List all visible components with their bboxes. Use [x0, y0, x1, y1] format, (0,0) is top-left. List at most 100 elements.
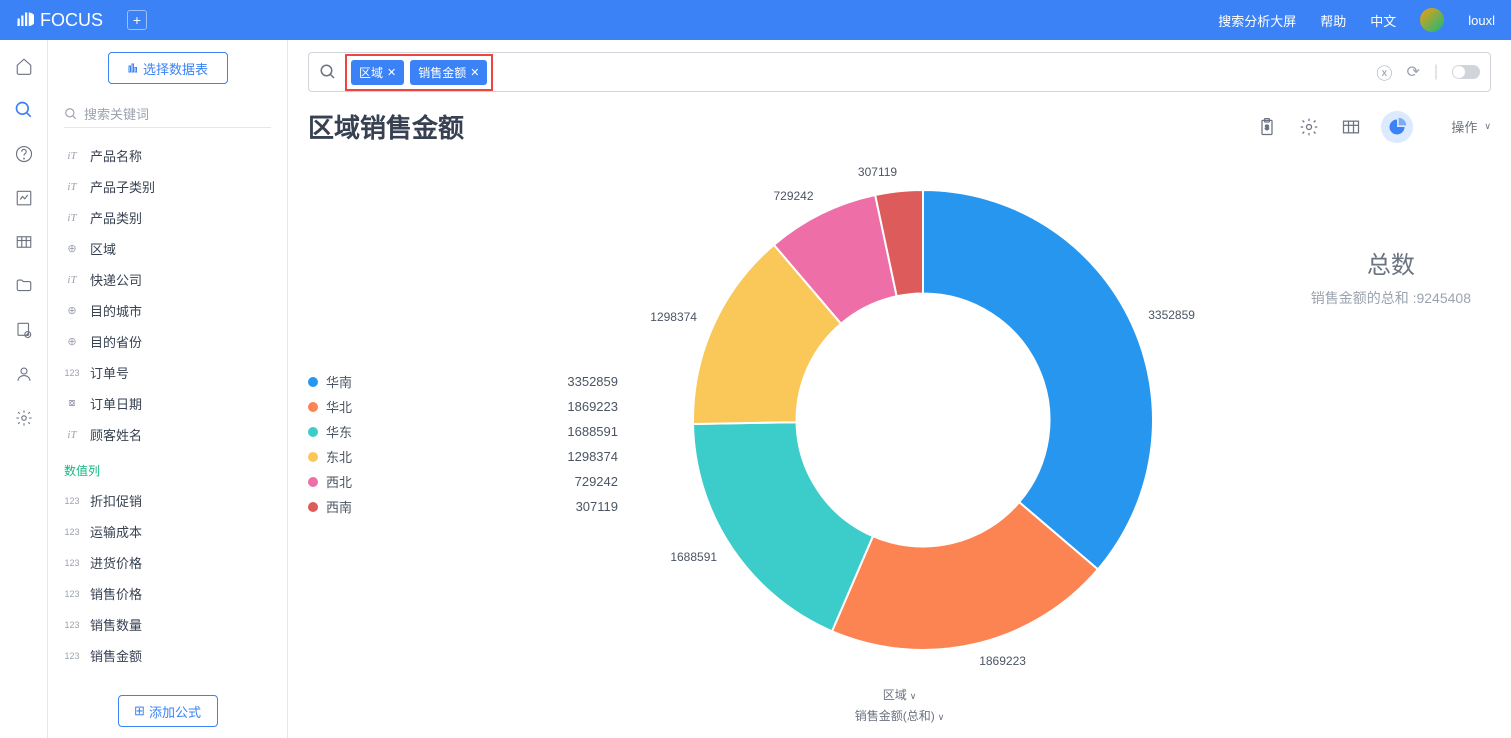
- db-settings-icon[interactable]: [14, 320, 34, 340]
- field-type-icon: ⊕: [64, 335, 80, 348]
- legend-dot: [308, 377, 318, 387]
- field-type-icon: ⧇: [64, 397, 80, 410]
- help-nav-icon[interactable]: [14, 144, 34, 164]
- legend-label: 华东: [326, 422, 567, 441]
- donut-chart: 3352859186922316885911298374729242307119: [648, 145, 1198, 695]
- legend: 华南3352859华北1869223华东1688591东北1298374西北72…: [308, 369, 618, 519]
- avatar[interactable]: [1420, 8, 1444, 32]
- home-icon[interactable]: [14, 56, 34, 76]
- legend-value: 1688591: [567, 424, 618, 439]
- page-title: 区域销售金额: [308, 108, 464, 145]
- legend-row[interactable]: 华北1869223: [308, 394, 618, 419]
- field-type-icon: iT: [64, 212, 80, 224]
- summary-title: 总数: [1311, 245, 1471, 280]
- top-right-nav: 搜索分析大屏 帮助 中文 louxl: [1218, 8, 1495, 32]
- legend-dot: [308, 452, 318, 462]
- field-label: 产品名称: [90, 146, 142, 165]
- field-item[interactable]: 123 进货价格: [64, 547, 271, 578]
- field-item[interactable]: iT产品类别: [64, 202, 271, 233]
- field-list: iT产品名称iT产品子类别iT产品类别⊕区域iT快递公司⊕目的城市⊕目的省份12…: [48, 140, 287, 671]
- legend-label: 东北: [326, 447, 567, 466]
- clear-icon[interactable]: ⓧ: [1376, 60, 1392, 84]
- field-item[interactable]: 123 运输成本: [64, 516, 271, 547]
- chevron-down-icon: ∨: [1484, 121, 1491, 132]
- field-label: 运输成本: [90, 522, 142, 541]
- legend-dot: [308, 502, 318, 512]
- field-item[interactable]: 123销售金额: [64, 640, 271, 671]
- toolbar: $ 操作 ∨: [1255, 111, 1491, 143]
- field-type-icon: iT: [64, 274, 80, 286]
- field-item[interactable]: ⊕目的城市: [64, 295, 271, 326]
- operation-dropdown[interactable]: 操作 ∨: [1451, 117, 1491, 136]
- legend-row[interactable]: 西北729242: [308, 469, 618, 494]
- field-label: 进货价格: [90, 553, 142, 572]
- field-label: 订单号: [90, 363, 129, 382]
- field-item[interactable]: ⧇ 订单日期: [64, 388, 271, 419]
- field-search-box[interactable]: 搜索关键词: [64, 100, 271, 128]
- dim-label[interactable]: 区域∨: [308, 684, 1491, 705]
- field-item[interactable]: 123销售价格: [64, 578, 271, 609]
- folder-nav-icon[interactable]: [14, 276, 34, 296]
- select-table-button[interactable]: 选择数据表: [108, 52, 228, 84]
- nav-help[interactable]: 帮助: [1320, 11, 1346, 30]
- nav-lang[interactable]: 中文: [1370, 11, 1396, 30]
- chart-nav-icon[interactable]: [14, 188, 34, 208]
- legend-row[interactable]: 东北1298374: [308, 444, 618, 469]
- legend-value: 3352859: [567, 374, 618, 389]
- legend-row[interactable]: 华南3352859: [308, 369, 618, 394]
- search-nav-icon[interactable]: [14, 100, 34, 120]
- field-item[interactable]: 123 订单号: [64, 357, 271, 388]
- field-label: 折扣促销: [90, 491, 142, 510]
- content-area: 区域✕销售金额✕ ⓧ ⟳ | 区域销售金额 $ 操作 ∨ 华南3: [288, 40, 1511, 738]
- query-chip[interactable]: 区域 ✕: [351, 60, 404, 85]
- field-type-icon: 123: [64, 526, 80, 538]
- username[interactable]: louxl: [1468, 13, 1495, 28]
- legend-row[interactable]: 华东1688591: [308, 419, 618, 444]
- refresh-icon[interactable]: ⟳: [1406, 62, 1419, 82]
- user-nav-icon[interactable]: [14, 364, 34, 384]
- field-item[interactable]: 123销售数量: [64, 609, 271, 640]
- bars-icon: [127, 62, 139, 74]
- toggle-switch[interactable]: [1452, 65, 1480, 79]
- legend-dot: [308, 402, 318, 412]
- clipboard-icon[interactable]: $: [1255, 115, 1279, 139]
- field-label: 销售数量: [90, 615, 142, 634]
- search-icon: [319, 63, 337, 81]
- query-chips: 区域✕销售金额✕: [345, 54, 493, 91]
- chip-remove-icon[interactable]: ✕: [387, 66, 396, 79]
- field-type-icon: 123: [64, 557, 80, 569]
- field-label: 订单日期: [90, 394, 142, 413]
- field-label: 区域: [90, 239, 116, 258]
- axis-labels: 区域∨ 销售金额(总和)∨: [308, 684, 1491, 726]
- table-view-icon[interactable]: [1339, 115, 1363, 139]
- legend-label: 西北: [326, 472, 575, 491]
- field-item[interactable]: 123折扣促销: [64, 485, 271, 516]
- nav-search-screen[interactable]: 搜索分析大屏: [1218, 11, 1296, 30]
- field-item[interactable]: ⊕目的省份: [64, 326, 271, 357]
- query-actions: ⓧ ⟳ |: [1376, 60, 1480, 84]
- field-item[interactable]: iT产品名称: [64, 140, 271, 171]
- field-item[interactable]: iT顾客姓名: [64, 419, 271, 450]
- chart-area: 华南3352859华北1869223华东1688591东北1298374西北72…: [308, 145, 1491, 726]
- field-item[interactable]: ⊕区域: [64, 233, 271, 264]
- slice-label: 1688591: [670, 550, 717, 564]
- metric-label[interactable]: 销售金额(总和)∨: [308, 705, 1491, 726]
- chip-remove-icon[interactable]: ✕: [470, 66, 479, 79]
- field-search-placeholder: 搜索关键词: [84, 104, 149, 123]
- legend-row[interactable]: 西南307119: [308, 494, 618, 519]
- field-item[interactable]: iT快递公司: [64, 264, 271, 295]
- field-type-icon: 123: [64, 367, 80, 379]
- field-label: 销售价格: [90, 584, 142, 603]
- query-bar[interactable]: 区域✕销售金额✕ ⓧ ⟳ |: [308, 52, 1491, 92]
- field-item[interactable]: iT产品子类别: [64, 171, 271, 202]
- chip-label: 区域: [359, 64, 383, 81]
- query-chip[interactable]: 销售金额✕: [410, 60, 487, 85]
- table-nav-icon[interactable]: [14, 232, 34, 252]
- logo[interactable]: FOCUS: [16, 10, 103, 31]
- settings-nav-icon[interactable]: [14, 408, 34, 428]
- chart-view-icon[interactable]: [1381, 111, 1413, 143]
- add-tab-button[interactable]: +: [127, 10, 147, 30]
- field-label: 目的城市: [90, 301, 142, 320]
- gear-icon[interactable]: [1297, 115, 1321, 139]
- add-formula-button[interactable]: ⊞ 添加公式: [118, 695, 218, 727]
